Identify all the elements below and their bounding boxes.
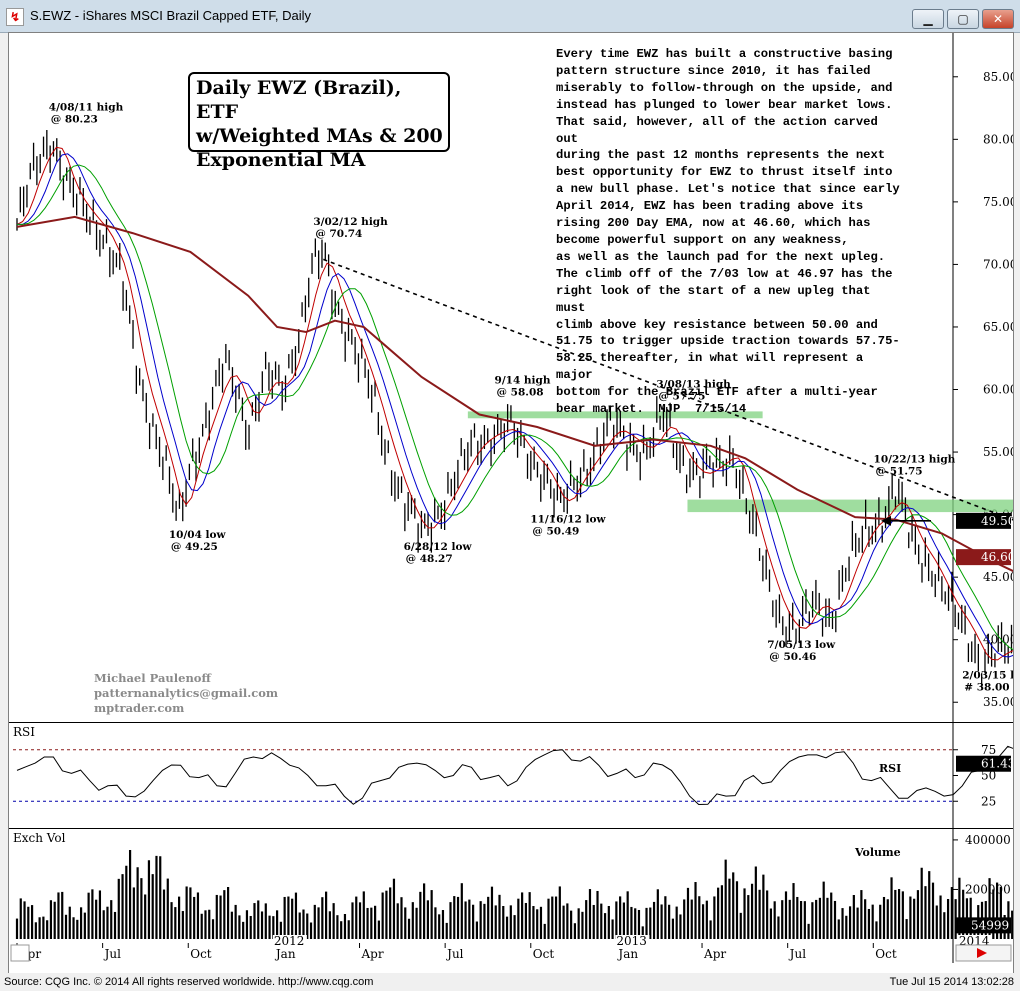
resistance-zone	[467, 411, 763, 419]
price-annotation-value: @ 51.75	[876, 466, 923, 478]
downtrend-line	[323, 258, 1013, 521]
chart-canvas[interactable]: 85.0080.0075.0070.0065.0060.0055.0050.00…	[9, 33, 1013, 973]
chart-title-box: Daily EWZ (Brazil), ETF w/Weighted MAs &…	[188, 72, 450, 171]
price-tick-label: 35.00	[983, 695, 1013, 709]
rsi-side-label: RSI	[879, 762, 901, 775]
x-tick-label: Apr	[361, 947, 384, 961]
price-annotation-label: 3/02/12 high	[313, 216, 388, 228]
price-tick-label: 65.00	[983, 320, 1013, 334]
timestamp-text: Tue Jul 15 2014 13:02:28	[889, 976, 1014, 988]
rsi-tick-label: 50	[981, 769, 996, 783]
ema-value: 46.60	[981, 550, 1013, 564]
x-tick-label: Jul	[445, 947, 464, 961]
price-tick-label: 60.00	[983, 383, 1013, 397]
volume-value-box	[956, 917, 1011, 934]
rsi-line	[16, 745, 1013, 806]
price-annotation-label: 2/03/15 low	[962, 670, 1013, 682]
price-tick-label: 70.00	[983, 257, 1013, 271]
status-bar: Source: CQG Inc. © 2014 All rights reser…	[0, 973, 1020, 991]
price-annotation-value: # 38.00	[964, 682, 1009, 694]
price-annotation-value: @ 49.25	[171, 541, 218, 553]
window-titlebar[interactable]: ↯ S.EWZ - iShares MSCI Brazil Capped ETF…	[0, 0, 1020, 33]
x-tick-label: Jul	[788, 947, 807, 961]
year-label: 2013	[616, 934, 647, 948]
ema-value-box	[956, 549, 1011, 566]
price-annotation-label: 3/08/13 high	[656, 379, 731, 391]
rsi-last-value: 61.43	[981, 757, 1013, 771]
scroll-left-button	[10, 944, 30, 962]
price-annotation-label: 11/16/12 low	[530, 513, 606, 525]
commentary-text: Every time EWZ has built a constructive …	[556, 47, 900, 417]
year-label-bg	[272, 935, 307, 948]
wma-fast-line	[16, 146, 1013, 661]
volume-tick-label: 400000	[965, 833, 1011, 847]
x-tick-label: Oct	[190, 947, 212, 961]
cqg-app-icon: ↯	[6, 8, 24, 26]
author-website: mptrader.com	[94, 701, 185, 715]
x-tick-label: Jan	[616, 947, 638, 961]
last-price-box	[956, 512, 1011, 529]
scroll-right-arrow-icon	[977, 948, 987, 958]
price-annotation-value: @ 57.75	[658, 391, 705, 403]
x-tick-label: Apr	[703, 947, 726, 961]
x-tick-label: Oct	[875, 947, 897, 961]
resistance-zone	[687, 499, 1013, 513]
price-tick-label: 80.00	[983, 132, 1013, 146]
last-price-value: 49.50	[981, 514, 1013, 528]
copyright-text: Source: CQG Inc. © 2014 All rights reser…	[4, 976, 374, 988]
price-tick-label: 75.00	[983, 195, 1013, 209]
arrow-head-icon	[881, 515, 891, 526]
volume-side-label: Volume	[854, 846, 901, 859]
rsi-tick-label: 25	[981, 794, 996, 808]
price-annotation-value: @ 58.08	[497, 387, 544, 399]
author-info: Michael Paulenoff patternanalytics@gmail…	[94, 671, 278, 716]
price-annotation-label: 6/28/12 low	[404, 541, 473, 553]
rsi-value-box	[956, 755, 1011, 772]
author-email: patternanalytics@gmail.com	[94, 686, 279, 700]
x-tick-label: Oct	[533, 947, 555, 961]
price-annotation-value: @ 80.23	[51, 113, 98, 125]
volume-panel-title: Exch Vol	[13, 831, 66, 845]
price-tick-label: 45.00	[983, 570, 1013, 584]
volume-tick-label: 200000	[965, 882, 1011, 896]
price-annotation-value: @ 50.46	[769, 651, 816, 663]
volume-last-value: 54999	[971, 918, 1009, 932]
price-annotation-label: 9/14 high	[495, 375, 551, 387]
price-annotation-label: 10/04 low	[169, 529, 227, 541]
price-annotation-value: @ 48.27	[406, 553, 453, 565]
wma-mid-line	[17, 153, 1013, 658]
price-annotation-value: @ 70.74	[315, 228, 362, 240]
author-name: Michael Paulenoff	[94, 671, 211, 685]
price-annotation-label: 7/05/13 low	[767, 639, 836, 651]
chart-window: 85.0080.0075.0070.0065.0060.0055.0050.00…	[8, 32, 1014, 974]
price-annotation-value: @ 50.49	[532, 525, 579, 537]
price-tick-label: 55.00	[983, 445, 1013, 459]
rsi-panel-title: RSI	[13, 725, 35, 739]
x-tick-label: Jan	[274, 947, 296, 961]
window-title: S.EWZ - iShares MSCI Brazil Capped ETF, …	[30, 8, 312, 23]
restore-button[interactable]: ▢	[947, 9, 979, 29]
year-label-bg	[615, 935, 650, 948]
price-annotation-label: 4/08/11 high	[49, 101, 124, 113]
rsi-tick-label: 75	[981, 743, 996, 757]
year-label: 2012	[274, 934, 305, 948]
x-tick-label: Jul	[103, 947, 122, 961]
close-button[interactable]: ✕	[982, 9, 1014, 29]
price-annotation-label: 10/22/13 high	[874, 454, 956, 466]
price-tick-label: 85.00	[983, 70, 1013, 84]
minimize-button[interactable]: ▁	[912, 9, 944, 29]
